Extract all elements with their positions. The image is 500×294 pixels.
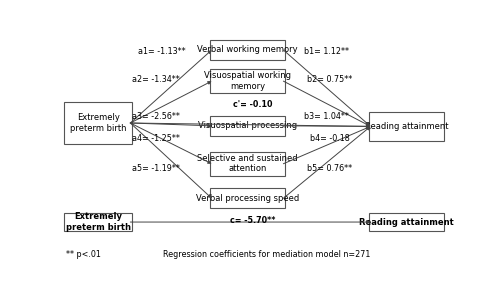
Text: Extremely
preterm birth: Extremely preterm birth <box>66 212 131 232</box>
Text: Reading attainment: Reading attainment <box>364 122 448 131</box>
FancyBboxPatch shape <box>210 152 286 176</box>
Text: Verbal processing speed: Verbal processing speed <box>196 194 299 203</box>
Text: a5= -1.19**: a5= -1.19** <box>132 164 180 173</box>
Text: a2= -1.34**: a2= -1.34** <box>132 75 180 84</box>
FancyBboxPatch shape <box>64 213 132 231</box>
FancyBboxPatch shape <box>368 213 444 231</box>
Text: b4= -0.18: b4= -0.18 <box>310 134 350 143</box>
Text: b2= 0.75**: b2= 0.75** <box>307 75 352 84</box>
Text: Regression coefficients for mediation model n=271: Regression coefficients for mediation mo… <box>163 250 370 259</box>
Text: Reading attainment: Reading attainment <box>359 218 454 227</box>
Text: a3= -2.56**: a3= -2.56** <box>132 112 180 121</box>
Text: Visuospatial processing: Visuospatial processing <box>198 121 297 130</box>
FancyBboxPatch shape <box>210 40 286 60</box>
Text: a4= -1.25**: a4= -1.25** <box>132 134 180 143</box>
Text: b5= 0.76**: b5= 0.76** <box>308 164 352 173</box>
Text: a1= -1.13**: a1= -1.13** <box>138 47 185 56</box>
FancyBboxPatch shape <box>64 102 132 144</box>
FancyBboxPatch shape <box>210 69 286 93</box>
Text: Selective and sustained
attention: Selective and sustained attention <box>197 154 298 173</box>
Text: Verbal working memory: Verbal working memory <box>197 46 298 54</box>
FancyBboxPatch shape <box>210 188 286 208</box>
Text: Extremely
preterm birth: Extremely preterm birth <box>70 113 126 133</box>
Text: b1= 1.12**: b1= 1.12** <box>304 47 348 56</box>
Text: b3= 1.04**: b3= 1.04** <box>304 112 348 121</box>
FancyBboxPatch shape <box>368 112 444 141</box>
Text: c'= -0.10: c'= -0.10 <box>232 100 272 109</box>
FancyBboxPatch shape <box>210 116 286 136</box>
Text: c= -5.70**: c= -5.70** <box>230 216 275 225</box>
Text: ** p<.01: ** p<.01 <box>66 250 101 259</box>
Text: Visuospatial working
memory: Visuospatial working memory <box>204 71 291 91</box>
